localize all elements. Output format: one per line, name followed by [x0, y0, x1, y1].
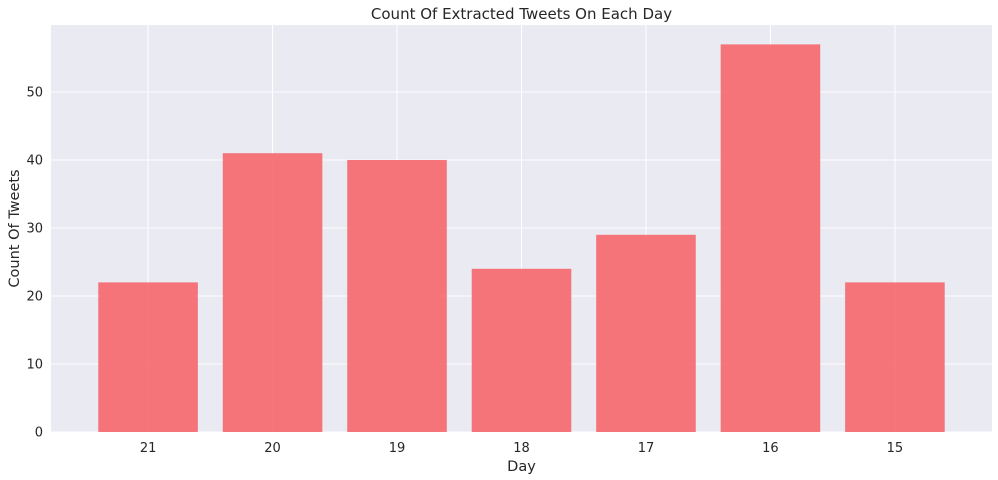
- y-tick-label: 20: [26, 289, 43, 304]
- y-tick-labels: 0 10 20 30 40 50: [26, 85, 43, 440]
- bar-19: [347, 159, 447, 432]
- x-tick-labels: 21 20 19 18 17 16 15: [140, 441, 903, 456]
- bar-21: [98, 282, 198, 432]
- x-tick-label: 20: [264, 441, 281, 456]
- bars: [98, 44, 945, 433]
- x-tick-label: 17: [638, 441, 655, 456]
- bar-16: [720, 44, 821, 432]
- x-tick-label: 16: [762, 441, 779, 456]
- x-tick-label: 18: [513, 441, 530, 456]
- y-tick-label: 40: [26, 153, 43, 168]
- chart-title: Count Of Extracted Tweets On Each Day: [371, 5, 672, 23]
- x-tick-label: 15: [887, 441, 904, 456]
- bar-17: [596, 234, 696, 432]
- bar-20: [222, 153, 323, 433]
- x-tick-label: 19: [389, 441, 406, 456]
- y-tick-label: 10: [26, 357, 43, 372]
- x-tick-label: 21: [140, 441, 157, 456]
- y-axis-label: Count Of Tweets: [7, 169, 23, 287]
- bar-15: [845, 282, 945, 432]
- bar-18: [471, 268, 572, 432]
- y-tick-label: 30: [26, 221, 43, 236]
- x-axis-label: Day: [507, 459, 536, 475]
- y-tick-label: 50: [26, 85, 43, 100]
- y-tick-label: 0: [35, 426, 43, 441]
